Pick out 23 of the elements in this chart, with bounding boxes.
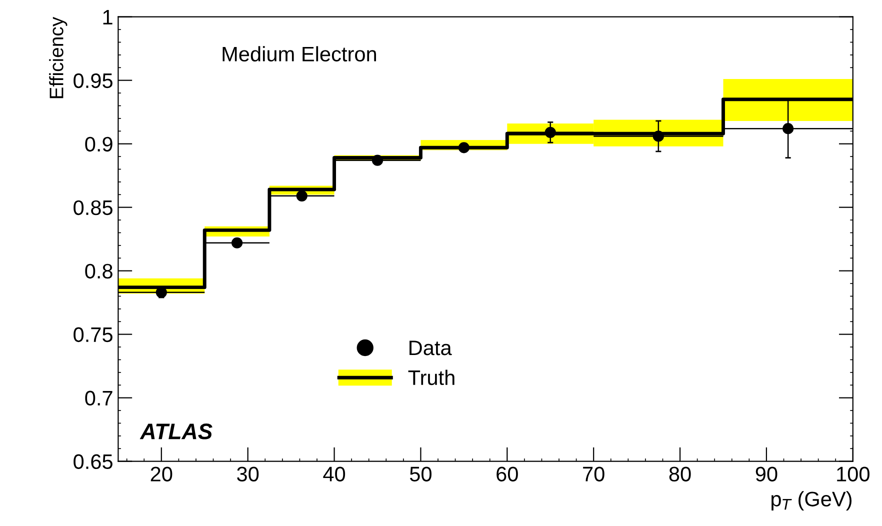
x-tick-label: 70 xyxy=(583,466,604,482)
y-tick-label: 0.8 xyxy=(85,264,112,279)
y-axis-title: Efficiency xyxy=(49,16,68,98)
y-tick-label: 1 xyxy=(103,10,112,24)
x-axis-title: p$_{T}$ (GeV) xyxy=(772,491,852,511)
x-tick-label: 40 xyxy=(323,466,346,482)
x-tick-label: 20 xyxy=(150,466,172,482)
x-tick-label: 100 xyxy=(837,466,870,482)
x-tick-label: 80 xyxy=(669,466,691,482)
y-tick-label: 0.75 xyxy=(74,327,112,342)
x-tick-label: 60 xyxy=(496,466,518,482)
x-tick-label: 50 xyxy=(410,466,432,482)
y-tick-label: 0.95 xyxy=(74,73,112,88)
y-tick-label: 0.9 xyxy=(85,136,112,152)
x-tick-label: 30 xyxy=(237,466,259,482)
y-tick-label: 0.85 xyxy=(74,200,112,216)
annotation: Medium Electron xyxy=(222,46,376,62)
legend-label: Truth xyxy=(408,370,454,386)
annotation: ATLAS xyxy=(140,424,212,440)
legend-label: Data xyxy=(410,340,452,356)
x-tick-label: 90 xyxy=(756,466,778,482)
y-tick-label: 0.7 xyxy=(85,390,112,406)
y-tick-label: 0.65 xyxy=(74,454,112,470)
